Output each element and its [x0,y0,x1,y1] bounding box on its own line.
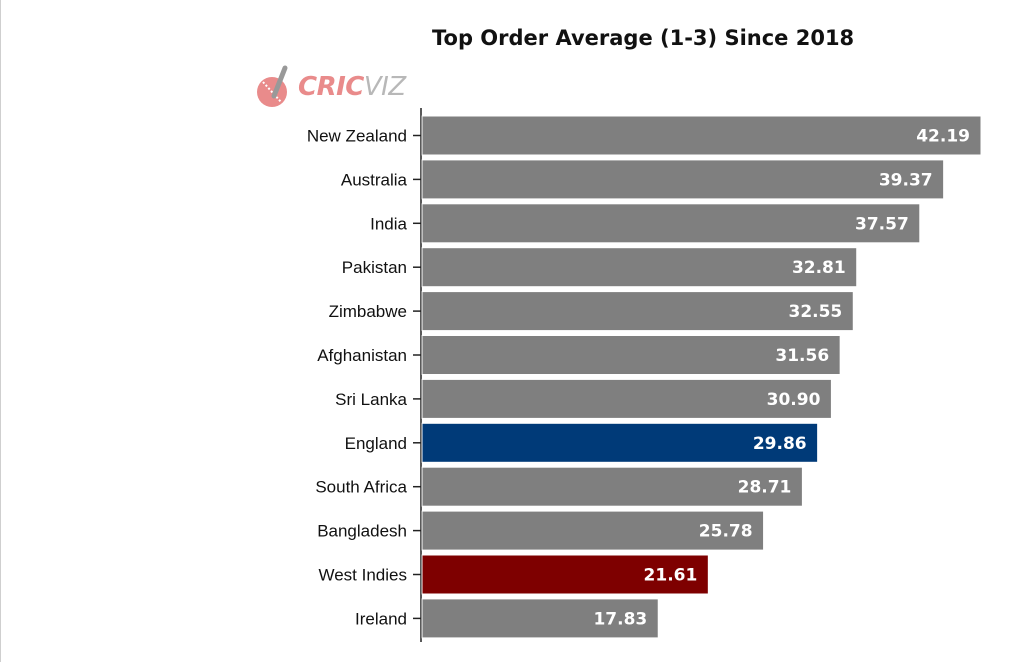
category-label: South Africa [315,478,407,497]
category-label: New Zealand [307,127,407,146]
value-label: 25.78 [699,522,753,542]
value-labels-group: 42.19 39.37 37.57 32.81 32.55 31.56 30.90 29.86… [593,127,970,630]
chart-title: Top Order Average (1-3) Since 2018 [432,26,855,50]
cricviz-logo: CRICVIZ [254,62,406,112]
value-label: 32.55 [788,302,842,322]
bar-afghanistan [421,335,841,375]
value-label: 37.57 [855,214,909,234]
category-label: Ireland [355,609,407,628]
bar-australia [421,159,945,200]
category-label: India [370,214,407,233]
category-label: Bangladesh [317,522,407,541]
value-label: 31.56 [775,346,829,366]
category-label: England [345,434,407,453]
value-label: 29.86 [753,434,807,454]
category-label: Afghanistan [317,346,407,365]
bar-pakistan [421,247,858,288]
bar-england [421,422,819,463]
value-label: 39.37 [879,170,933,190]
bar-west-indies [421,554,709,595]
bar-ireland [421,598,659,639]
bar-new-zealand [421,115,982,156]
category-label: Australia [341,170,408,189]
bar-india [421,203,921,244]
bar-south-africa [421,466,803,507]
value-label: 21.61 [644,566,698,586]
logo-text-viz: VIZ [363,72,406,102]
value-label: 28.71 [738,478,792,498]
bar-zimbabwe [421,291,854,332]
category-labels-group: New Zealand Australia India Pakistan Zimbabw… [307,127,408,629]
y-ticks-group [413,134,421,620]
category-label: Zimbabwe [329,302,407,321]
cricket-ball-logo-icon [257,65,288,107]
bars-group [421,115,982,639]
value-label: 30.90 [767,390,821,410]
category-label: Pakistan [342,258,407,277]
logo-text-cric: CRIC [298,72,364,102]
category-label: Sri Lanka [335,390,407,409]
value-label: 42.19 [916,127,970,147]
category-label: West Indies [318,566,407,585]
value-label: 17.83 [593,609,647,629]
bar-bangladesh [421,510,765,551]
bar-sri-lanka [421,378,832,419]
value-label: 32.81 [792,258,846,278]
